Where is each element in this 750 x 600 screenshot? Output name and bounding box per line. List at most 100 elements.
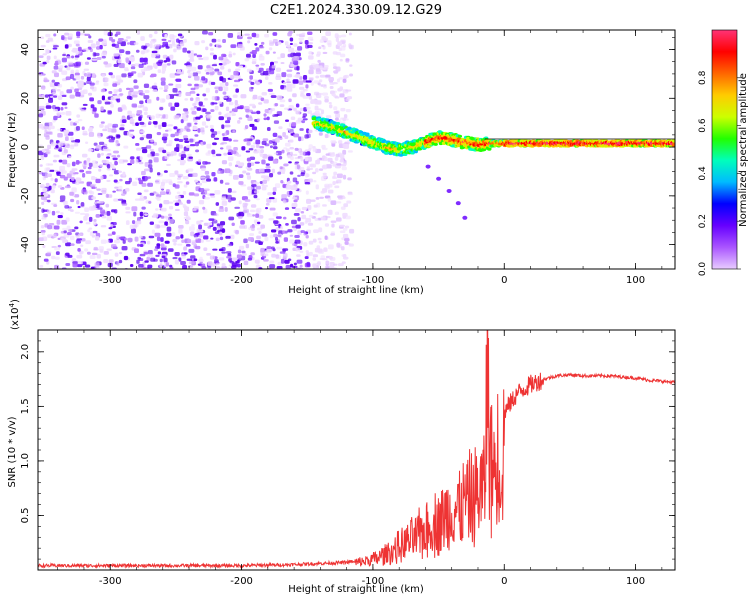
x-tick-label: -200: [230, 576, 253, 587]
noise-cell: [272, 32, 278, 36]
noise-cell: [53, 225, 60, 230]
noise-cell: [92, 107, 97, 112]
noise-cell: [191, 110, 197, 115]
noise-cell: [70, 86, 74, 91]
signal-cell: [457, 134, 463, 138]
noise-cell: [335, 153, 340, 158]
noise-cell: [51, 70, 57, 74]
noise-cell: [108, 227, 113, 230]
colorbar-gradient: [712, 30, 737, 269]
noise-cell: [97, 135, 102, 139]
noise-cell: [279, 99, 286, 103]
noise-cell: [284, 135, 289, 140]
noise-cell: [53, 204, 58, 208]
signal-cell: [672, 139, 675, 143]
noise-cell: [174, 170, 179, 174]
noise-cell: [79, 220, 83, 224]
noise-cell: [166, 163, 171, 166]
noise-cell: [113, 150, 119, 154]
noise-cell: [74, 211, 80, 214]
noise-cell: [165, 189, 170, 192]
spectrogram-xlabel: Height of straight line (km): [288, 285, 424, 296]
noise-cell: [207, 150, 211, 154]
noise-cell: [130, 228, 136, 234]
noise-cell: [325, 31, 331, 37]
noise-cell: [223, 132, 228, 137]
noise-cell: [92, 230, 98, 234]
noise-cell: [161, 245, 167, 248]
noise-cell: [198, 187, 205, 193]
noise-cell: [46, 252, 52, 255]
noise-cell: [123, 145, 129, 149]
noise-cell: [338, 77, 344, 80]
noise-cell: [327, 197, 332, 202]
noise-cell: [177, 33, 183, 37]
noise-cell: [64, 44, 69, 49]
noise-cell: [337, 41, 343, 46]
noise-cell: [173, 126, 178, 130]
noise-cell: [254, 240, 261, 244]
noise-cell: [271, 64, 276, 69]
noise-cell: [105, 77, 110, 82]
noise-cell: [39, 164, 43, 167]
noise-cell: [38, 55, 44, 58]
spectrogram-cells: [38, 30, 675, 269]
noise-cell: [294, 235, 300, 238]
noise-cell: [114, 90, 118, 95]
noise-cell: [348, 243, 354, 247]
noise-cell: [92, 221, 97, 226]
noise-cell: [300, 210, 305, 214]
noise-cell: [263, 175, 269, 180]
noise-cell: [176, 177, 182, 180]
noise-cell: [301, 214, 307, 220]
noise-cell: [253, 79, 258, 82]
noise-cell: [84, 33, 91, 37]
noise-cell: [167, 248, 174, 252]
noise-cell: [225, 106, 230, 112]
noise-cell: [183, 246, 188, 249]
noise-cell: [186, 65, 192, 69]
noise-cell: [240, 94, 247, 99]
noise-cell: [329, 257, 336, 261]
noise-cell: [50, 189, 55, 194]
noise-cell: [38, 108, 45, 111]
noise-cell: [53, 95, 58, 98]
noise-cell: [287, 258, 292, 262]
noise-cell: [76, 36, 81, 39]
noise-cell: [299, 150, 306, 156]
noise-cell: [234, 99, 238, 105]
noise-cell: [134, 236, 139, 242]
noise-cell: [115, 31, 121, 35]
noise-cell: [312, 146, 316, 149]
noise-cell: [226, 255, 232, 259]
noise-cell: [184, 63, 188, 66]
noise-cell: [274, 183, 281, 188]
noise-cell: [201, 179, 207, 184]
noise-cell: [349, 73, 354, 77]
noise-cell: [60, 107, 64, 111]
noise-cell: [169, 54, 174, 60]
noise-cell: [188, 261, 195, 265]
noise-cell: [40, 155, 45, 161]
noise-cell: [251, 126, 258, 131]
noise-cell: [226, 97, 232, 102]
noise-cell: [91, 72, 96, 78]
noise-cell: [100, 52, 107, 57]
noise-cell: [333, 263, 338, 266]
noise-cell: [195, 116, 201, 120]
noise-cell: [38, 105, 45, 109]
noise-cell: [106, 156, 111, 159]
colorbar-tick-label: 0.0: [698, 262, 708, 277]
noise-cell: [228, 173, 232, 177]
noise-cell: [83, 72, 88, 77]
noise-cell: [246, 141, 251, 146]
noise-cell: [136, 243, 141, 247]
noise-cell: [200, 239, 204, 243]
colorbar-tick-label: 0.4: [698, 166, 708, 181]
noise-cell: [68, 155, 72, 159]
noise-cell: [141, 206, 146, 210]
noise-cell: [276, 95, 283, 101]
noise-cell: [57, 84, 63, 88]
noise-cell: [133, 42, 139, 45]
noise-cell: [244, 58, 250, 62]
